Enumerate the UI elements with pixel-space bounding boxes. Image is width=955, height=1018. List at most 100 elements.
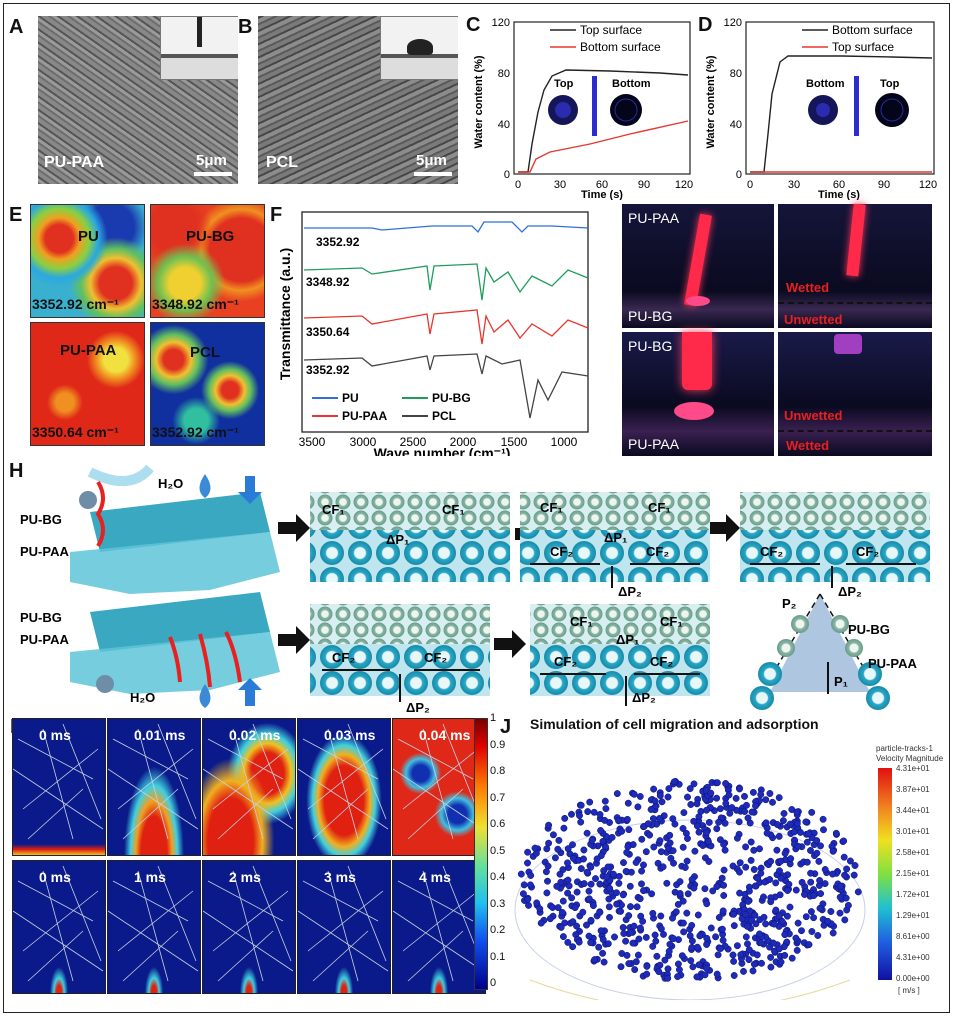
velocity-unit: [ m/s ] <box>898 986 920 995</box>
colorbar <box>474 718 488 990</box>
velocity-tick: 3.87e+01 <box>896 785 930 794</box>
simulation-frame: 2 ms <box>202 860 296 994</box>
contact-angle-inset <box>160 16 238 80</box>
photo-top-right <box>778 203 932 328</box>
tri-label: PU-PAA <box>868 656 917 671</box>
sem-image-pcl: PCL 5μm <box>258 16 458 184</box>
x-tick: 1500 <box>501 435 528 449</box>
panel-letter-d: D <box>698 14 713 36</box>
cf2-label: CF₂ <box>550 544 573 559</box>
heatmap-name: PU <box>78 228 99 245</box>
series-top-surface <box>518 69 689 173</box>
x-tick: 3500 <box>299 435 326 449</box>
series-pu-paa <box>303 309 589 345</box>
flow-arrow <box>278 514 310 542</box>
y-axis-label: Transmittance (a.u.) <box>277 248 293 380</box>
colorbar-tick: 0.9 <box>490 738 506 751</box>
y-tick: 40 <box>498 119 510 131</box>
y-tick: 0 <box>504 169 510 181</box>
y-tick: 80 <box>730 68 742 80</box>
arrow-down-icon <box>238 476 262 504</box>
inset-label-bottom: Bottom <box>806 78 845 90</box>
peak-label: 3350.64 <box>306 325 350 339</box>
scale-label: 5μm <box>416 152 447 169</box>
colorbar-tick: 0.2 <box>490 924 506 936</box>
time-label: 1 ms <box>134 869 166 885</box>
heatmap-name: PU-PAA <box>60 342 117 359</box>
velocity-tick: 3.01e+01 <box>896 827 930 836</box>
x-tick: 2000 <box>450 435 477 449</box>
x-tick: 0 <box>515 179 521 191</box>
scale-bar <box>194 172 232 176</box>
cf2-label: CF₂ <box>424 650 447 665</box>
cf2-label: CF₂ <box>856 544 879 559</box>
time-label: 2 ms <box>229 869 261 885</box>
heatmap-value: 3348.92 cm⁻¹ <box>152 296 239 312</box>
layer-label: PU-PAA <box>20 544 69 559</box>
time-label: 0.01 ms <box>134 727 186 743</box>
arrow-up-icon <box>238 678 262 706</box>
simulation-frame: 3 ms <box>297 860 391 994</box>
panel-letter-h: H <box>9 460 24 482</box>
chart-c: Water content (%) 0 40 80 120 0 30 60 90… <box>473 17 693 200</box>
sem-label: PCL <box>266 154 298 171</box>
simulation-frame: 0.01 ms <box>107 718 201 856</box>
panel-letter-a: A <box>9 16 24 38</box>
time-label: 0.04 ms <box>419 727 471 743</box>
cf2-label: CF₂ <box>650 654 673 669</box>
x-axis-label: Time (s) <box>818 189 860 200</box>
cf1-label: CF₁ <box>540 500 563 515</box>
plot-area <box>301 211 589 433</box>
time-label: 4 ms <box>419 869 451 885</box>
capillary-triangle <box>770 594 870 692</box>
photo-bottom-right <box>778 332 932 456</box>
photo-bottom-left <box>622 332 774 456</box>
legend-title: particle-tracks-1 <box>876 744 933 753</box>
sem-image-pu-paa: PU-PAA 5μm <box>38 16 238 184</box>
x-axis-label: Wave number (cm⁻¹) <box>374 445 511 456</box>
dp1-label: ΔP₁ <box>616 632 639 647</box>
heatmap-name: PCL <box>190 344 220 361</box>
fiber-layer-small <box>310 604 490 644</box>
x-tick: 30 <box>554 179 566 191</box>
simulation-frame: 0.04 ms <box>392 718 486 856</box>
x-tick: 2500 <box>400 435 427 449</box>
cf2-label: CF₂ <box>554 654 577 669</box>
plot-area <box>513 21 691 175</box>
legend-title: Velocity Magnitude <box>876 754 944 763</box>
simulation-frame: 0.03 ms <box>297 718 391 856</box>
cf1-label: CF₁ <box>648 500 671 515</box>
series-pu <box>304 221 589 234</box>
heatmap-value: 3352.92 cm⁻¹ <box>32 296 119 312</box>
simulation-frame: 1 ms <box>107 860 201 994</box>
simulation-frame: 0 ms <box>12 718 106 856</box>
flow-arrow <box>494 630 526 658</box>
dp2-label: ΔP₂ <box>618 584 642 599</box>
x-tick: 3000 <box>350 435 377 449</box>
wetted-label: Wetted <box>786 438 830 453</box>
color-scale <box>592 76 597 136</box>
dp2-label: ΔP₂ <box>406 700 430 714</box>
p2-label: P₂ <box>782 596 797 611</box>
panel-letter-j: J <box>500 716 512 738</box>
velocity-tick: 1.72e+01 <box>896 890 930 899</box>
time-label: 0 ms <box>39 869 71 885</box>
simulation-frame: 4 ms <box>392 860 486 994</box>
water-drop-icon <box>199 474 211 498</box>
inset-label-top: Top <box>554 78 574 90</box>
colorbar-tick: 0.6 <box>490 818 506 830</box>
simulation-frame: 0 ms <box>12 860 106 994</box>
membrane-pu-paa <box>70 532 280 594</box>
time-label: 0.03 ms <box>324 727 376 743</box>
particle-simulation <box>514 778 866 1000</box>
photo-top-left <box>622 204 774 328</box>
fiber-layer-large <box>520 530 710 582</box>
legend-pcl: PCL <box>432 409 456 423</box>
velocity-tick: 2.15e+01 <box>896 869 930 878</box>
photo-label: PU-PAA <box>628 436 680 452</box>
panel-letter-c: C <box>466 14 481 36</box>
panel-letter-e: E <box>9 204 23 226</box>
heatmap-pu <box>30 204 145 318</box>
cf1-label: CF₁ <box>442 502 465 517</box>
fiber-layer-small <box>530 604 710 644</box>
